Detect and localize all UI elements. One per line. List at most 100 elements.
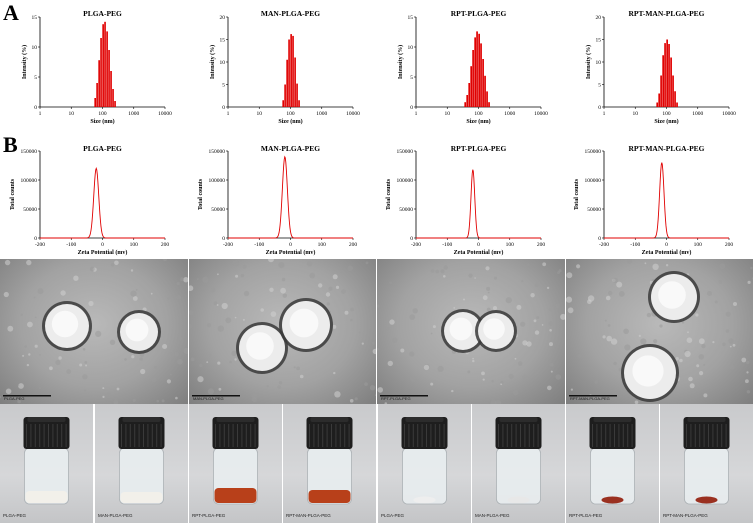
background-speckle <box>299 374 304 379</box>
vial-glass <box>496 447 541 505</box>
background-speckle <box>396 362 401 367</box>
x-tick-label: 0 <box>289 242 292 248</box>
background-speckle <box>606 335 612 342</box>
x-tick-label: 0 <box>477 242 480 248</box>
background-speckle <box>725 311 731 317</box>
background-speckle <box>332 274 338 280</box>
background-speckle <box>20 313 23 316</box>
background-speckle <box>541 324 544 326</box>
background-speckle <box>612 277 618 283</box>
background-speckle <box>206 323 212 328</box>
size-bar <box>100 38 102 107</box>
background-speckle <box>234 358 237 361</box>
tem-micrograph <box>377 262 565 404</box>
background-speckle <box>341 289 346 294</box>
tem-micrograph <box>0 259 188 404</box>
background-speckle <box>490 399 497 404</box>
vial-photo-8: RPT-MAN-PLGA-PEG <box>660 404 753 523</box>
cap-top <box>499 417 538 422</box>
chart-title: PLGA-PEG <box>83 144 122 153</box>
background-speckle <box>516 304 522 310</box>
vial-contents <box>25 491 68 503</box>
background-speckle <box>24 345 28 348</box>
size-bar <box>294 57 296 107</box>
background-speckle <box>566 296 573 303</box>
background-speckle <box>491 380 494 383</box>
background-speckle <box>435 269 440 274</box>
background-speckle <box>178 323 181 327</box>
background-speckle <box>527 263 530 267</box>
background-speckle <box>468 273 473 278</box>
tem-image-4: RPT-MAN-PLGA-PEG <box>566 259 753 404</box>
size-bar <box>468 83 471 107</box>
x-axis-label: Size (nm) <box>654 118 678 125</box>
background-speckle <box>174 352 179 357</box>
cap-top <box>216 417 255 422</box>
background-speckle <box>296 366 300 371</box>
background-speckle <box>349 399 354 403</box>
background-speckle <box>652 263 659 270</box>
x-tick-label: 100 <box>130 242 139 248</box>
background-speckle <box>154 366 157 369</box>
cap-top <box>687 417 726 422</box>
background-speckle <box>389 319 395 325</box>
x-tick-label: 1 <box>415 111 418 117</box>
background-speckle <box>326 302 330 306</box>
scale-bar <box>192 395 240 397</box>
background-speckle <box>139 357 143 361</box>
vial-contents <box>308 490 351 503</box>
y-tick-label: 15 <box>220 38 226 44</box>
background-speckle <box>432 325 436 329</box>
nanoparticle-highlight <box>246 332 274 360</box>
background-speckle <box>522 340 528 346</box>
size-bar <box>662 55 664 107</box>
background-speckle <box>430 332 433 335</box>
background-speckle <box>135 288 138 291</box>
background-speckle <box>88 300 94 307</box>
x-tick-label: -200 <box>223 242 233 248</box>
x-tick-label: 0 <box>665 242 668 248</box>
background-speckle <box>486 286 491 291</box>
background-speckle <box>409 351 415 357</box>
background-speckle <box>350 318 353 322</box>
chart-title: PLGA-PEG <box>83 9 122 18</box>
background-speckle <box>358 331 361 334</box>
y-tick-label: 150000 <box>397 149 414 155</box>
background-speckle <box>130 290 137 297</box>
size-bar <box>658 93 661 107</box>
background-speckle <box>387 360 393 367</box>
background-speckle <box>270 311 277 317</box>
background-speckle <box>332 324 337 329</box>
background-speckle <box>0 396 2 399</box>
nanoparticle-highlight <box>289 308 319 338</box>
background-speckle <box>485 266 490 271</box>
y-axis-label: Intensity (%) <box>397 45 404 79</box>
x-tick-label: 100 <box>286 111 295 117</box>
background-speckle <box>197 278 199 281</box>
background-speckle <box>268 259 274 263</box>
tem-image-2: MAN-PLGA-PEG <box>189 259 376 404</box>
background-speckle <box>548 308 552 312</box>
background-speckle <box>732 343 736 347</box>
background-speckle <box>277 385 282 389</box>
background-speckle <box>84 389 87 392</box>
background-speckle <box>183 277 188 283</box>
background-speckle <box>547 385 552 391</box>
background-speckle <box>520 321 526 327</box>
background-speckle <box>60 290 66 296</box>
background-speckle <box>33 296 36 299</box>
background-speckle <box>207 388 214 395</box>
x-tick-label: 10 <box>445 111 451 117</box>
background-speckle <box>22 354 25 357</box>
vial-drawing <box>306 417 353 505</box>
background-speckle <box>177 358 183 365</box>
background-speckle <box>252 393 255 395</box>
background-speckle <box>151 377 157 383</box>
y-tick-label: 0 <box>410 236 413 242</box>
background-speckle <box>17 384 20 387</box>
y-tick-label: 20 <box>596 15 602 21</box>
vial-drawing <box>683 417 730 505</box>
background-speckle <box>517 361 523 366</box>
background-speckle <box>293 366 296 369</box>
background-speckle <box>278 262 285 269</box>
